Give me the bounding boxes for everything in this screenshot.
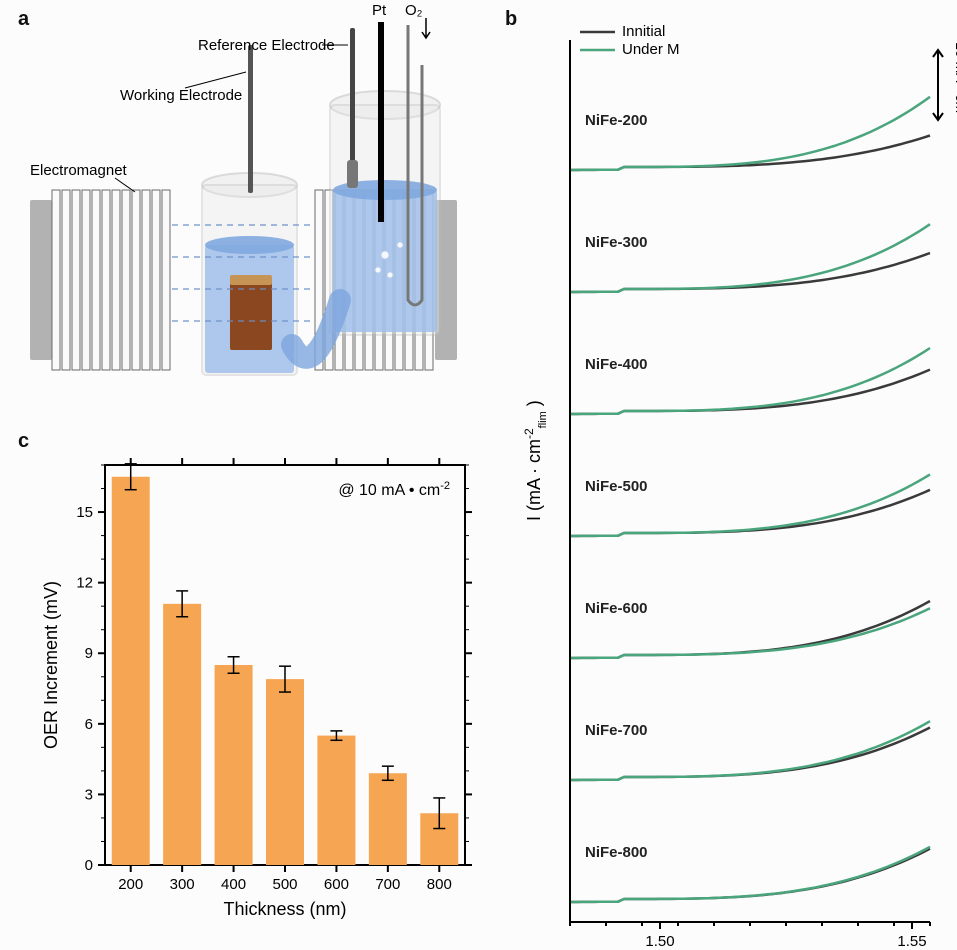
bar — [163, 604, 201, 865]
y-tick-label: 9 — [85, 645, 93, 662]
magnet-fin — [52, 190, 60, 370]
x-tick-label: 200 — [118, 876, 143, 893]
y-axis-label: OER Increment (mV) — [41, 581, 61, 749]
y-tick-label: 12 — [76, 575, 93, 592]
legend-initial: Innitial — [622, 23, 665, 40]
x-tick-label: 400 — [221, 876, 246, 893]
sample-label: NiFe-400 — [585, 356, 648, 373]
scale-bar-label: 10 mA • cm2 — [953, 42, 957, 119]
working-electrode-label: Working Electrode — [120, 87, 242, 104]
x-axis-label: Thickness (nm) — [223, 899, 346, 919]
magnet-fin — [112, 190, 120, 370]
lsv-curve — [570, 97, 930, 170]
y-tick-label: 0 — [85, 857, 93, 874]
sample-label: NiFe-600 — [585, 600, 648, 617]
magnet-fin — [62, 190, 70, 370]
x-tick-label: 700 — [375, 876, 400, 893]
magnet-fin — [152, 190, 160, 370]
y-axis-label: I (mA · cm-2flim ) — [522, 400, 549, 521]
legend-under-m: Under M — [622, 41, 680, 58]
x-tick-label: 600 — [324, 876, 349, 893]
bar — [317, 736, 355, 865]
magnet-left-bracket — [30, 200, 52, 360]
magnet-fin — [92, 190, 100, 370]
chart-annotation: @ 10 mA • cm-2 — [338, 480, 450, 499]
o2-label: O₂ — [405, 2, 423, 19]
magnet-fin — [72, 190, 80, 370]
x-tick-label: 1.55 — [897, 933, 926, 950]
panel-a-label: a — [18, 8, 29, 31]
electromagnet-label: Electromagnet — [30, 162, 128, 179]
bar — [112, 477, 150, 865]
bar — [266, 679, 304, 865]
lsv-curve — [570, 136, 930, 171]
magnet-fin — [162, 190, 170, 370]
bar — [369, 773, 407, 865]
magnet-fin — [142, 190, 150, 370]
sample-label: NiFe-300 — [585, 234, 648, 251]
magnet-fin — [132, 190, 140, 370]
x-tick-label: 1.50 — [645, 933, 674, 950]
sample-electrode — [230, 280, 272, 350]
y-tick-label: 6 — [85, 716, 93, 733]
reference-electrode — [350, 28, 355, 168]
reference-electrode-label: Reference Electrode — [198, 37, 335, 54]
y-tick-label: 3 — [85, 786, 93, 803]
sample-label: NiFe-200 — [585, 112, 648, 129]
lsv-curves: 10 mA • cm2InnitialUnder MNiFe-200NiFe-3… — [510, 10, 950, 945]
x-tick-label: 800 — [427, 876, 452, 893]
sample-label: NiFe-800 — [585, 844, 648, 861]
panel-c-label: c — [18, 430, 29, 453]
pt-label: Pt — [372, 2, 387, 19]
diagram-setup: Electromagnet Working Electrode Reference … — [30, 30, 480, 410]
pt-electrode — [378, 22, 384, 222]
magnet-fin — [102, 190, 110, 370]
x-tick-label: 300 — [170, 876, 195, 893]
bar — [215, 665, 253, 865]
x-tick-label: 500 — [272, 876, 297, 893]
bar-chart: 0 3 6 9 12 15 200 300 400 500 600 700 800 Thickness (… — [30, 435, 490, 925]
sample-label: NiFe-500 — [585, 478, 648, 495]
y-tick-label: 15 — [76, 504, 93, 521]
magnet-fin — [122, 190, 130, 370]
sample-label: NiFe-700 — [585, 722, 648, 739]
magnet-fin — [82, 190, 90, 370]
